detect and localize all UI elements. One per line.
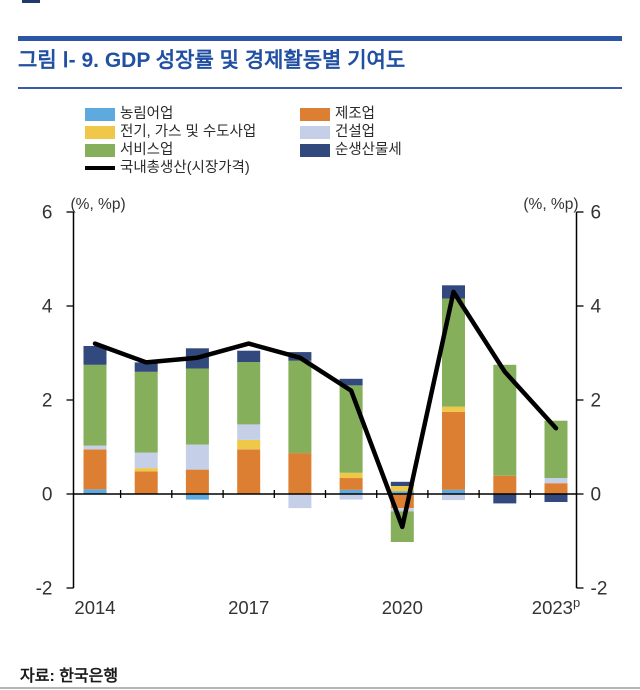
bar-segment — [288, 494, 312, 509]
bar-segment — [339, 494, 363, 500]
bar-segment — [339, 378, 363, 386]
bar-segment — [339, 478, 363, 490]
legend-item-label: 제조업 — [335, 106, 376, 122]
bar-segment — [442, 411, 465, 490]
left-y-tick-label: 4 — [42, 297, 53, 318]
left-y-tick-label: 0 — [42, 485, 53, 506]
bar-segment — [83, 445, 107, 450]
gdp-line-swatch — [85, 166, 115, 170]
bars — [83, 285, 568, 542]
legend-item-label: 전기, 가스 및 수도사업 — [120, 124, 257, 140]
x-tick-label: 2014 — [74, 597, 115, 618]
left-y-tick-label: 6 — [42, 203, 53, 224]
legend-item-agriculture: 농림어업 — [85, 107, 256, 121]
source-label: 자료: 한국은행 — [20, 668, 119, 685]
bar-segment — [339, 472, 363, 479]
legend-item-label: 순생산물세 — [335, 142, 402, 158]
right-y-tick-label: 2 — [591, 391, 602, 412]
bar-segment — [185, 444, 209, 470]
legend-item-label: 건설업 — [335, 124, 376, 140]
bar-segment — [390, 491, 414, 494]
legend-item-label: 서비스업 — [120, 142, 174, 158]
bar-segment — [288, 360, 312, 454]
bar-segment — [134, 468, 158, 472]
x-tick-label: 2023p — [532, 595, 580, 618]
legend-item-utilities: 전기, 가스 및 수도사업 — [85, 125, 256, 139]
legend-item-label: 국내총생산(시장가격) — [120, 160, 250, 176]
bar-segment — [134, 371, 158, 453]
bar-segment — [544, 420, 568, 478]
bar-segment — [185, 368, 209, 445]
services-swatch — [85, 143, 115, 157]
legend-column-left: 농림어업 전기, 가스 및 수도사업 서비스업 국내총생산(시장가격) — [85, 107, 256, 179]
bar-segment — [83, 449, 107, 490]
bar-segment — [442, 406, 465, 412]
bar-segment — [390, 508, 414, 512]
title-rule-bottom — [18, 87, 622, 89]
bar-segment — [493, 494, 517, 504]
bar-segment — [237, 361, 261, 425]
page-bottom-rule — [0, 687, 640, 689]
bar-segment — [134, 452, 158, 469]
legend-item-services: 서비스업 — [85, 143, 256, 157]
left-y-tick-label: -2 — [36, 579, 53, 600]
agriculture-swatch — [85, 107, 115, 121]
bar-segment — [288, 453, 312, 494]
bar-segment — [134, 362, 158, 372]
net-taxes-swatch — [300, 143, 330, 157]
bar-segment — [83, 364, 107, 446]
bar-segment — [83, 346, 107, 365]
construction-swatch — [300, 125, 330, 139]
right-y-tick-label: 0 — [591, 485, 602, 506]
bar-segment — [185, 469, 209, 494]
bar-segment — [442, 489, 465, 494]
bar-segment — [544, 483, 568, 494]
bar-segment — [544, 478, 568, 484]
bar-segment — [390, 486, 414, 492]
legend-item-gdp-line: 국내총생산(시장가격) — [85, 161, 256, 175]
manufacturing-swatch — [300, 107, 330, 121]
x-tick-label: 2017 — [228, 597, 269, 618]
page-top-line-fragment — [22, 0, 40, 3]
title-rule-top — [18, 36, 622, 41]
unit-label-left: (%, %p) — [71, 196, 126, 213]
bar-segment — [544, 494, 568, 502]
left-y-tick-label: 2 — [42, 391, 53, 412]
bar-segment — [237, 439, 261, 450]
bar-segment — [339, 489, 363, 494]
bar-segment — [185, 494, 209, 500]
legend-item-net-taxes: 순생산물세 — [300, 143, 402, 157]
bar-segment — [493, 475, 517, 494]
bar-segment — [339, 385, 363, 473]
bar-segment — [442, 298, 465, 407]
bar-segment — [134, 471, 158, 494]
legend-item-manufacturing: 제조업 — [300, 107, 402, 121]
x-tick-label: 2020 — [382, 597, 423, 618]
bar-segment — [83, 489, 107, 494]
legend-item-construction: 건설업 — [300, 125, 402, 139]
chart-svg: 6 6 4 4 2 2 0 0 -2 -2 (%, %p) (%, %p) 2014 2017 2020 20… — [36, 196, 608, 618]
bar-segment — [237, 424, 261, 440]
figure-title: 그림 Ⅰ- 9. GDP 성장률 및 경제활동별 기여도 — [18, 49, 406, 72]
bar-segment — [237, 350, 261, 362]
utilities-swatch — [85, 125, 115, 139]
bar-segment — [493, 364, 517, 476]
gdp-growth-line — [92, 289, 559, 530]
right-y-tick-label: -2 — [591, 579, 608, 600]
right-y-tick-label: 6 — [591, 203, 602, 224]
unit-label-right: (%, %p) — [523, 196, 578, 213]
bar-segment — [390, 481, 414, 486]
right-y-tick-label: 4 — [591, 297, 602, 318]
bar-segment — [237, 449, 261, 494]
legend-column-right: 제조업 건설업 순생산물세 — [300, 107, 402, 161]
bar-segment — [442, 494, 465, 501]
legend-item-label: 농림어업 — [120, 106, 174, 122]
